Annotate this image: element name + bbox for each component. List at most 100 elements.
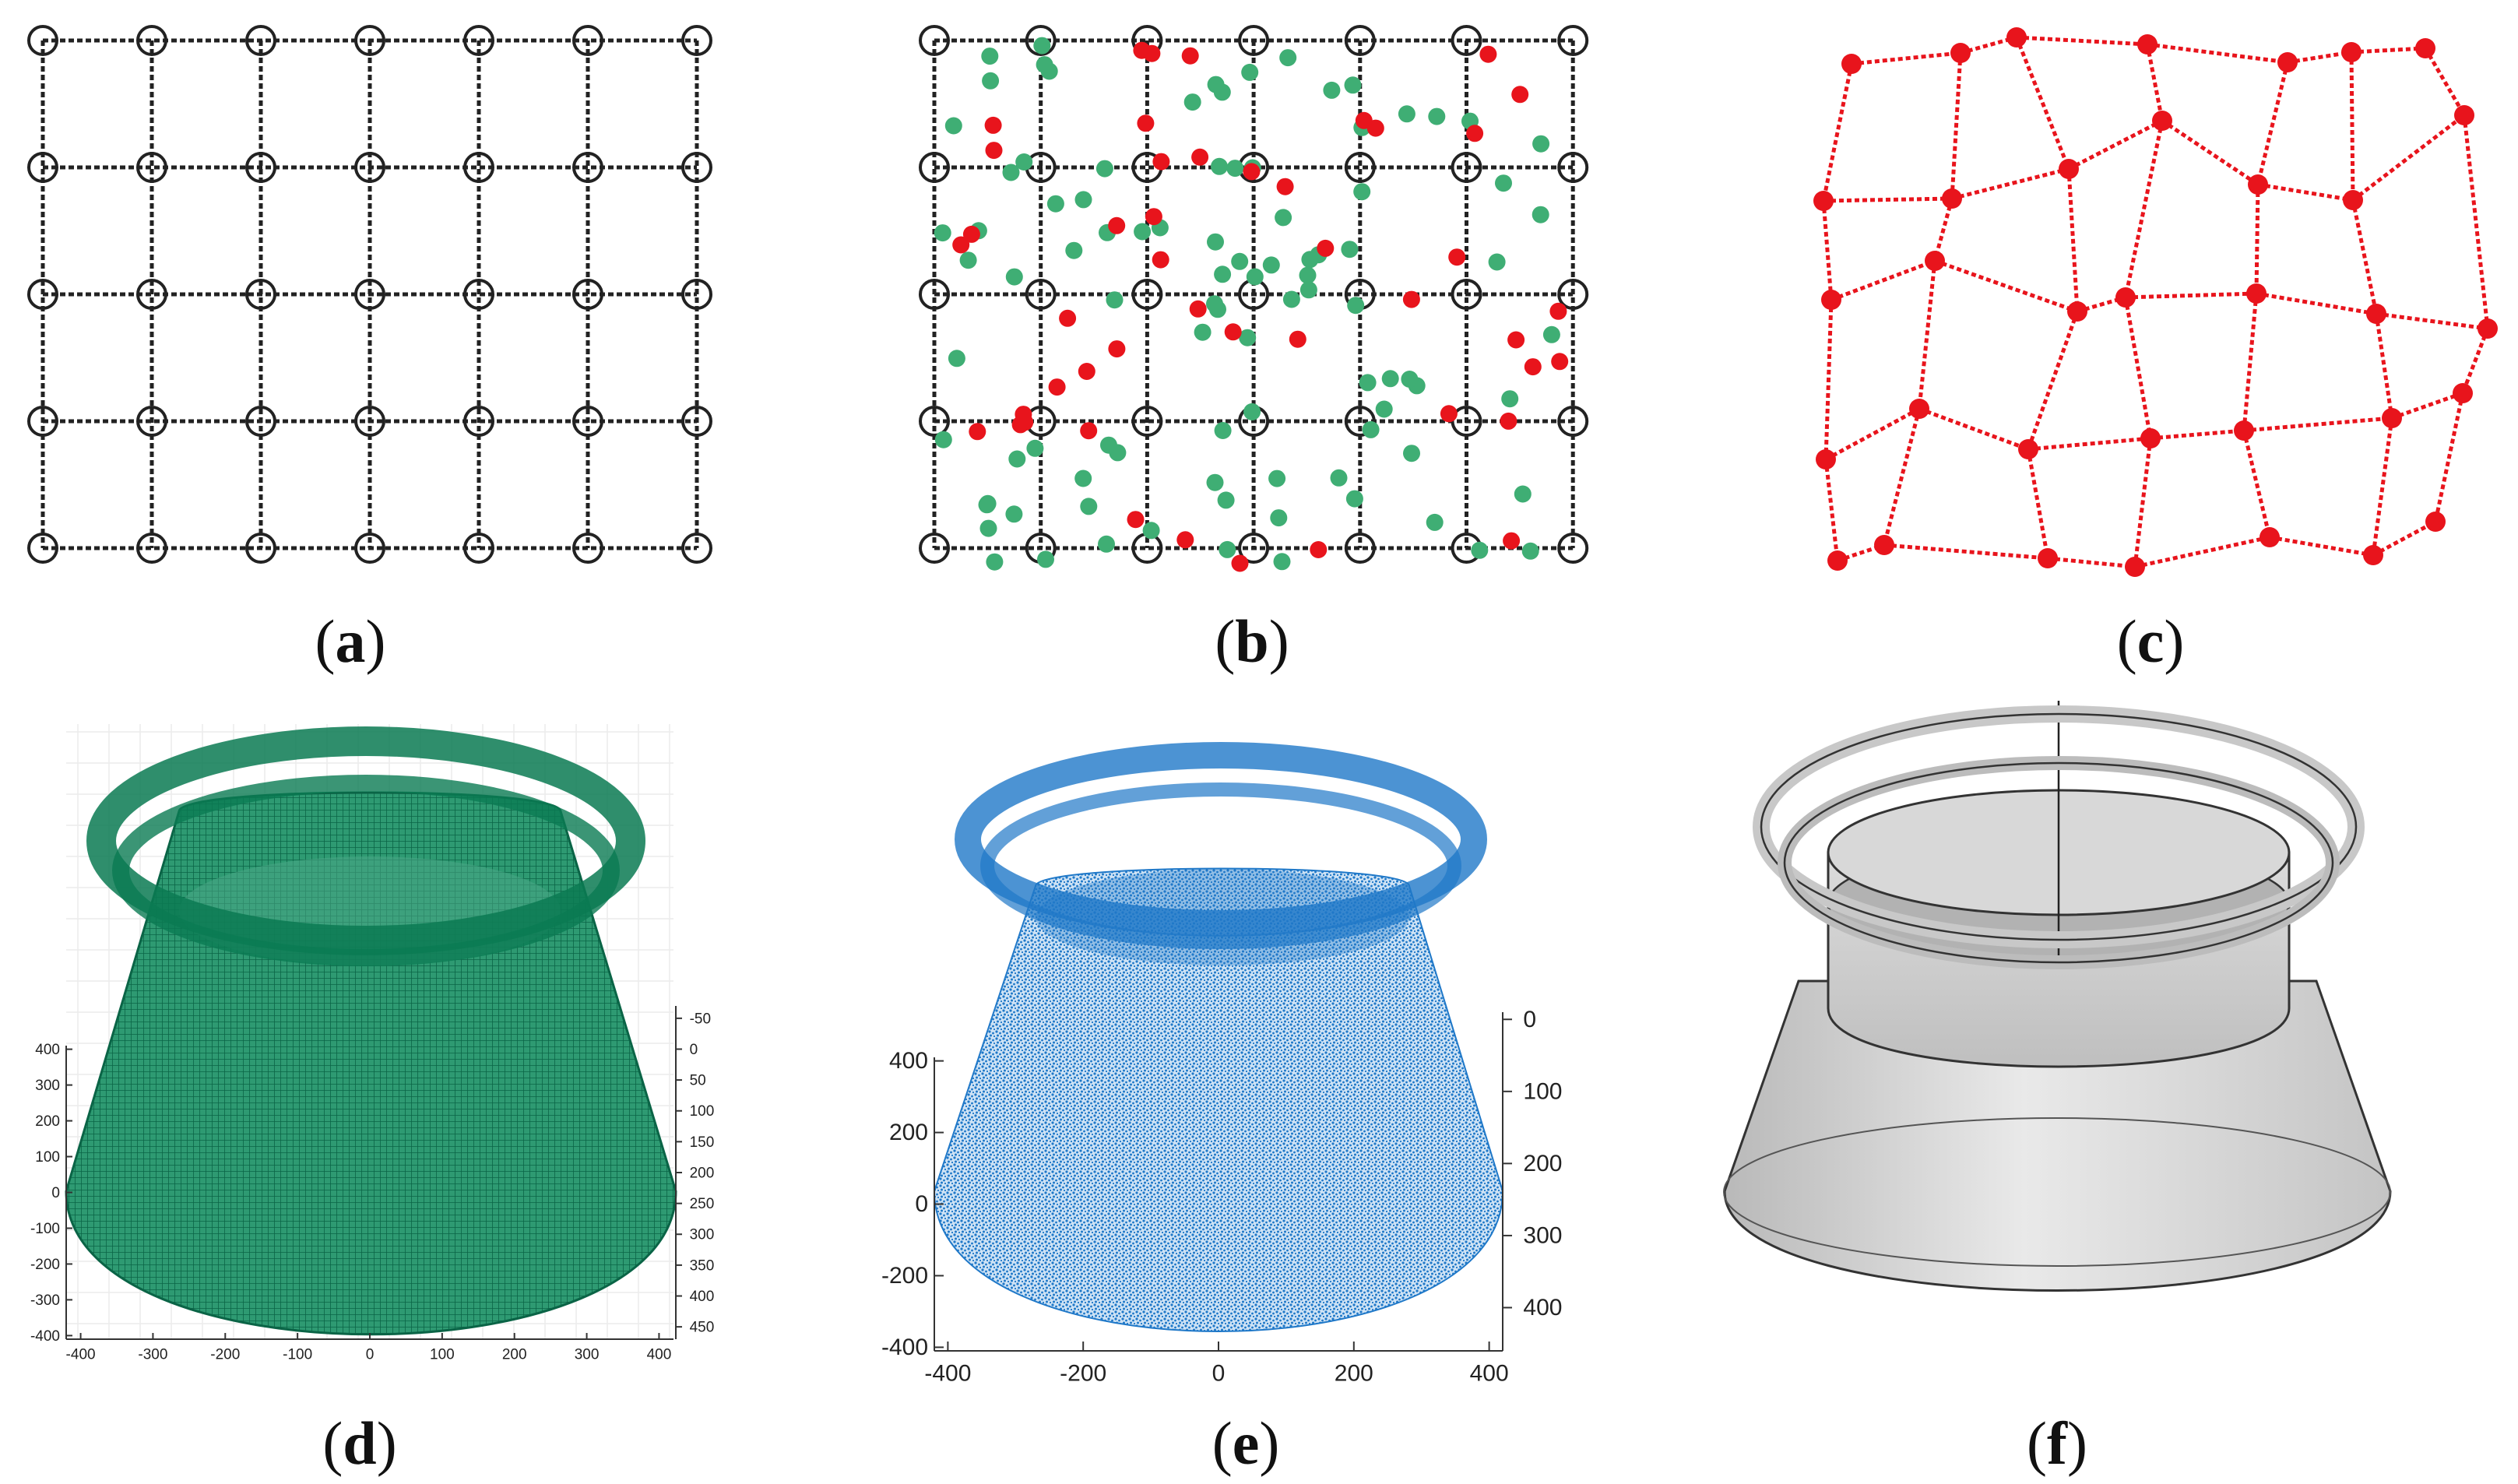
grid-b-node	[1344, 152, 1376, 183]
panel-a-grid	[27, 25, 712, 564]
mesh-edge	[2374, 313, 2394, 419]
green-point	[1246, 268, 1264, 286]
mesh-edge	[2256, 62, 2290, 185]
panel-d-y-tick-label: -300	[30, 1292, 60, 1309]
mesh-edge	[2372, 519, 2437, 557]
red-point	[1176, 531, 1194, 549]
green-point	[1353, 183, 1371, 201]
green-point	[1065, 241, 1083, 259]
panel-e-x-tick-label: -400	[924, 1360, 971, 1386]
mesh-node	[2234, 420, 2254, 441]
grid-a-node	[136, 152, 167, 183]
grid-a-node	[354, 152, 385, 183]
red-point	[1231, 554, 1249, 572]
mesh-edge	[2371, 417, 2394, 556]
mesh-edge	[2027, 436, 2151, 452]
panel-e-x-tick-label: 200	[1335, 1360, 1373, 1386]
red-point	[1402, 290, 1420, 308]
grid-a-node	[681, 279, 712, 310]
red-point	[1048, 378, 1066, 396]
mesh-edge	[2351, 199, 2379, 315]
green-point	[934, 224, 951, 242]
green-point	[1074, 469, 1092, 487]
grid-b-node	[1025, 279, 1057, 310]
mesh-node	[2425, 512, 2446, 532]
mesh-node	[1816, 449, 1836, 469]
grid-a-node	[245, 279, 276, 310]
mesh-edge	[1823, 196, 1953, 203]
red-point	[1078, 363, 1095, 380]
green-point	[1194, 323, 1212, 341]
mesh-node	[1909, 399, 1929, 419]
panel-e-y-tick-label: -200	[881, 1263, 928, 1289]
mesh-node	[2366, 304, 2386, 324]
panel-e-x-tick-label: -200	[1060, 1360, 1106, 1386]
green-point	[1428, 107, 1446, 125]
grid-a-node	[136, 25, 167, 56]
grid-a-node	[136, 406, 167, 437]
green-point	[1471, 541, 1489, 559]
grid-b-node	[1344, 533, 1376, 564]
mesh-edge	[1851, 51, 1961, 66]
panel-d-z-tick-label: 150	[690, 1134, 715, 1151]
panel-d-x-tick-label: 0	[366, 1347, 375, 1363]
mesh-node	[2248, 174, 2268, 195]
grid-b-node	[1451, 25, 1482, 56]
mesh-edge	[1823, 459, 1840, 561]
mesh-node	[1950, 43, 1971, 63]
red-point	[1503, 532, 1521, 550]
red-point	[1152, 251, 1169, 269]
red-point	[1080, 422, 1098, 440]
green-point	[1183, 93, 1201, 111]
grid-b-node	[1451, 279, 1482, 310]
panel-e-plot: -400 -200 0 200 400 400 200 0 -200 -400 0 100 200 300…	[881, 742, 1562, 1386]
panel-d-y-tick-label: 200	[35, 1113, 60, 1130]
green-point	[1398, 105, 1415, 123]
red-point	[1289, 330, 1306, 348]
red-point	[1015, 406, 1032, 424]
grid-a-node	[245, 25, 276, 56]
red-point	[1479, 45, 1497, 63]
grid-a-node	[354, 279, 385, 310]
mesh-edge	[1830, 258, 1936, 302]
panel-d-z-tick-label: 0	[690, 1042, 698, 1058]
red-point	[1181, 47, 1199, 65]
green-point	[978, 496, 996, 514]
panel-f-label: f	[2047, 1409, 2068, 1477]
mesh-node	[2137, 34, 2158, 55]
mesh-edge	[1882, 408, 1922, 546]
mesh-edge	[2256, 291, 2377, 316]
red-point	[1243, 163, 1261, 181]
green-point	[1362, 420, 1380, 438]
mesh-edge	[2066, 168, 2080, 312]
green-point	[1134, 223, 1152, 241]
green-point	[1005, 505, 1023, 523]
grid-a-node	[136, 279, 167, 310]
green-point	[1341, 241, 1359, 258]
panel-e-x-tick-label: 0	[1212, 1360, 1226, 1386]
mesh-node	[2067, 301, 2087, 322]
grid-a-node	[354, 25, 385, 56]
grid-a-node	[245, 533, 276, 564]
mesh-edge	[1883, 543, 2049, 561]
panel-d-y-tick-label: -400	[30, 1328, 60, 1345]
red-point	[1059, 309, 1077, 327]
panel-d-x-tick-label: 200	[502, 1347, 527, 1363]
mesh-node	[2277, 52, 2298, 72]
panel-c-label: c	[2137, 607, 2165, 675]
grid-b-node	[1131, 279, 1163, 310]
red-point	[1448, 248, 1466, 266]
green-point	[1206, 473, 1224, 491]
panel-f-base-edge	[1723, 1117, 2391, 1267]
mesh-edge	[2376, 311, 2488, 331]
green-point	[959, 251, 977, 269]
green-point	[1095, 160, 1113, 178]
grid-b-node	[1557, 533, 1589, 564]
mesh-node	[2125, 557, 2145, 577]
mesh-edge	[2462, 114, 2490, 329]
panel-d-y-tick-label: 300	[35, 1078, 60, 1094]
green-point	[982, 72, 1000, 90]
grid-a-node	[572, 25, 603, 56]
panel-f-ring-inner-edge	[1783, 761, 2334, 964]
